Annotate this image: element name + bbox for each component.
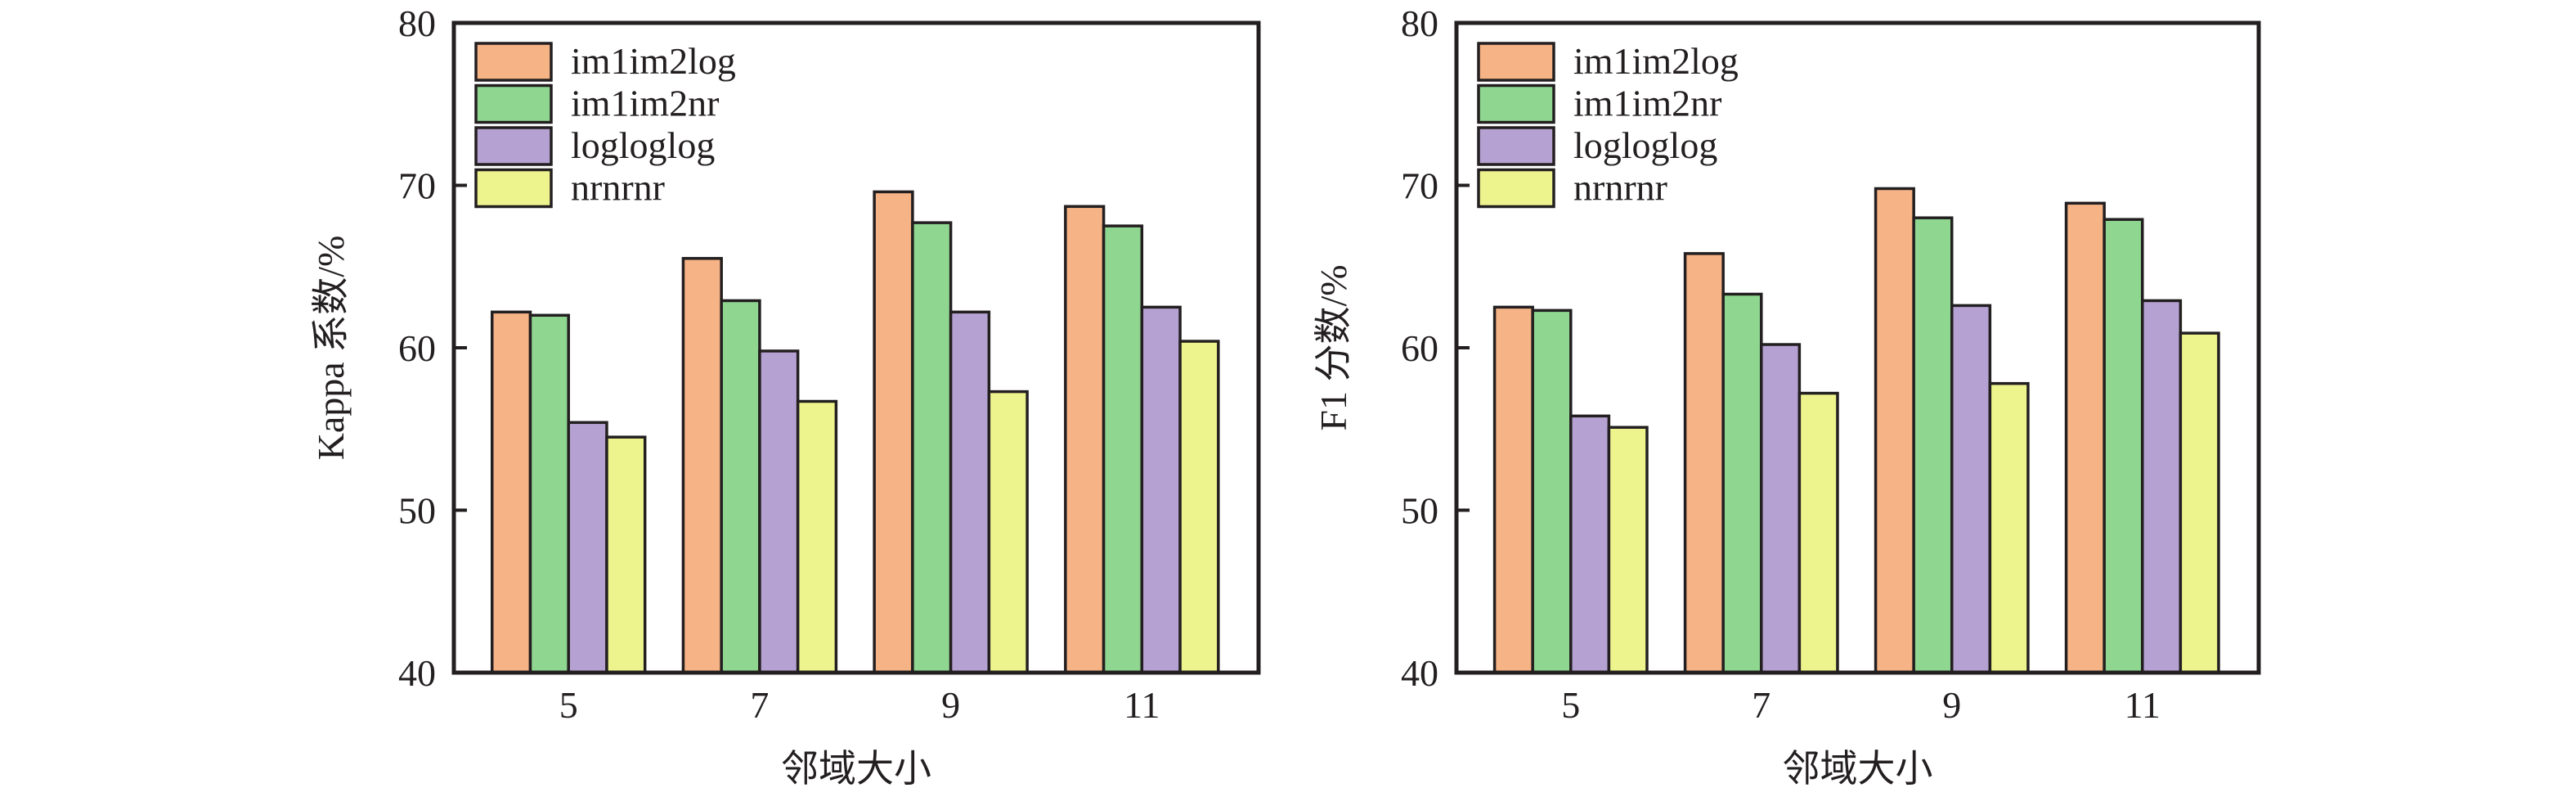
x-tick-label: 11	[1124, 684, 1160, 726]
legend-label: im1im2nr	[1573, 83, 1721, 124]
y-tick-label: 80	[1401, 2, 1438, 44]
bar-im1im2log-11	[2064, 201, 2106, 674]
y-tick-label: 50	[1401, 490, 1438, 532]
bar-im1im2log-5	[490, 310, 532, 674]
bar-group	[490, 190, 1220, 674]
x-tick-label: 7	[1752, 684, 1770, 726]
bar-nrnrnr-7	[796, 399, 838, 674]
legend-label: im1im2log	[1573, 40, 1739, 82]
bar-logloglog-5	[567, 421, 608, 674]
x-axis: 5 7 9 11	[1561, 684, 2161, 726]
legend-label: nrnrnr	[1573, 167, 1667, 209]
bar-im1im2log-7	[681, 257, 723, 674]
bar-nrnrnr-5	[1607, 426, 1649, 674]
bar-im1im2nr-7	[720, 299, 761, 674]
legend-label: im1im2log	[571, 40, 736, 82]
y-tick-label: 80	[398, 2, 436, 44]
y-axis-title: Kappa 系数/%	[310, 236, 352, 461]
legend-swatch-im1im2nr	[474, 83, 553, 124]
x-axis-title: 邻域大小	[1783, 748, 1933, 790]
bar-im1im2nr-9	[1912, 216, 1954, 674]
legend-swatch-im1im2log	[474, 42, 553, 82]
bar-nrnrnr-11	[1178, 340, 1220, 674]
bar-im1im2log-9	[873, 190, 914, 674]
bar-logloglog-9	[1950, 304, 1992, 674]
y-axis: 40 50 60 70 80	[398, 2, 467, 694]
legend-label: logloglog	[571, 124, 715, 166]
y-tick-label: 60	[1401, 327, 1438, 369]
x-tick-label: 9	[941, 684, 960, 726]
y-tick-label: 70	[1401, 165, 1438, 207]
x-axis: 5 7 9 11	[559, 684, 1160, 726]
bar-nrnrnr-9	[1988, 381, 2030, 674]
x-tick-label: 5	[1561, 684, 1580, 726]
bar-im1im2log-11	[1064, 205, 1106, 674]
bar-im1im2nr-7	[1721, 292, 1763, 674]
f1-chart: 40 50 60 70 80 5 7 9 11 im1im2logim1im2nrloglog…	[1313, 2, 2261, 790]
y-axis: 40 50 60 70 80	[1401, 2, 1470, 694]
bar-logloglog-9	[949, 310, 991, 674]
legend-swatch-logloglog	[1477, 126, 1555, 166]
legend-label: nrnrnr	[571, 167, 665, 209]
y-tick-label: 40	[1401, 652, 1438, 694]
x-tick-label: 9	[1942, 684, 1961, 726]
bar-im1im2nr-5	[1531, 308, 1573, 674]
x-tick-label: 7	[750, 684, 769, 726]
legend-label: logloglog	[1573, 124, 1717, 166]
x-tick-label: 5	[559, 684, 578, 726]
bar-group	[1492, 187, 2220, 674]
bar-nrnrnr-5	[605, 435, 647, 674]
y-tick-label: 40	[398, 652, 436, 694]
bar-im1im2nr-9	[911, 221, 953, 674]
bar-im1im2nr-11	[2103, 218, 2144, 674]
legend-swatch-nrnrnr	[474, 168, 553, 209]
bar-nrnrnr-11	[2179, 331, 2220, 674]
bar-logloglog-11	[2141, 299, 2183, 674]
bar-nrnrnr-7	[1797, 391, 1839, 674]
y-axis-title: F1 分数/%	[1313, 264, 1354, 430]
y-tick-label: 50	[398, 490, 436, 532]
bar-im1im2nr-5	[528, 313, 570, 674]
legend-swatch-im1im2nr	[1477, 83, 1555, 124]
x-tick-label: 11	[2125, 684, 2161, 726]
legend-swatch-nrnrnr	[1477, 168, 1555, 209]
legend-label: im1im2nr	[571, 83, 719, 124]
bar-logloglog-5	[1569, 414, 1611, 674]
bar-im1im2log-9	[1874, 187, 1915, 674]
bar-logloglog-7	[1760, 343, 1802, 674]
kappa-chart: 40 50 60 70 80 5 7 9 11 im1im2logim1im2nrloglog…	[310, 2, 1261, 790]
legend-swatch-im1im2log	[1477, 42, 1555, 82]
y-tick-label: 60	[398, 327, 436, 369]
legend-swatch-logloglog	[474, 126, 553, 166]
bar-im1im2log-7	[1683, 252, 1725, 674]
bar-logloglog-11	[1140, 305, 1182, 674]
bar-nrnrnr-9	[987, 389, 1029, 674]
bar-logloglog-7	[758, 349, 800, 674]
bar-im1im2nr-11	[1102, 224, 1144, 674]
bar-im1im2log-5	[1492, 305, 1534, 674]
x-axis-title: 邻域大小	[781, 748, 931, 790]
y-tick-label: 70	[398, 165, 436, 207]
